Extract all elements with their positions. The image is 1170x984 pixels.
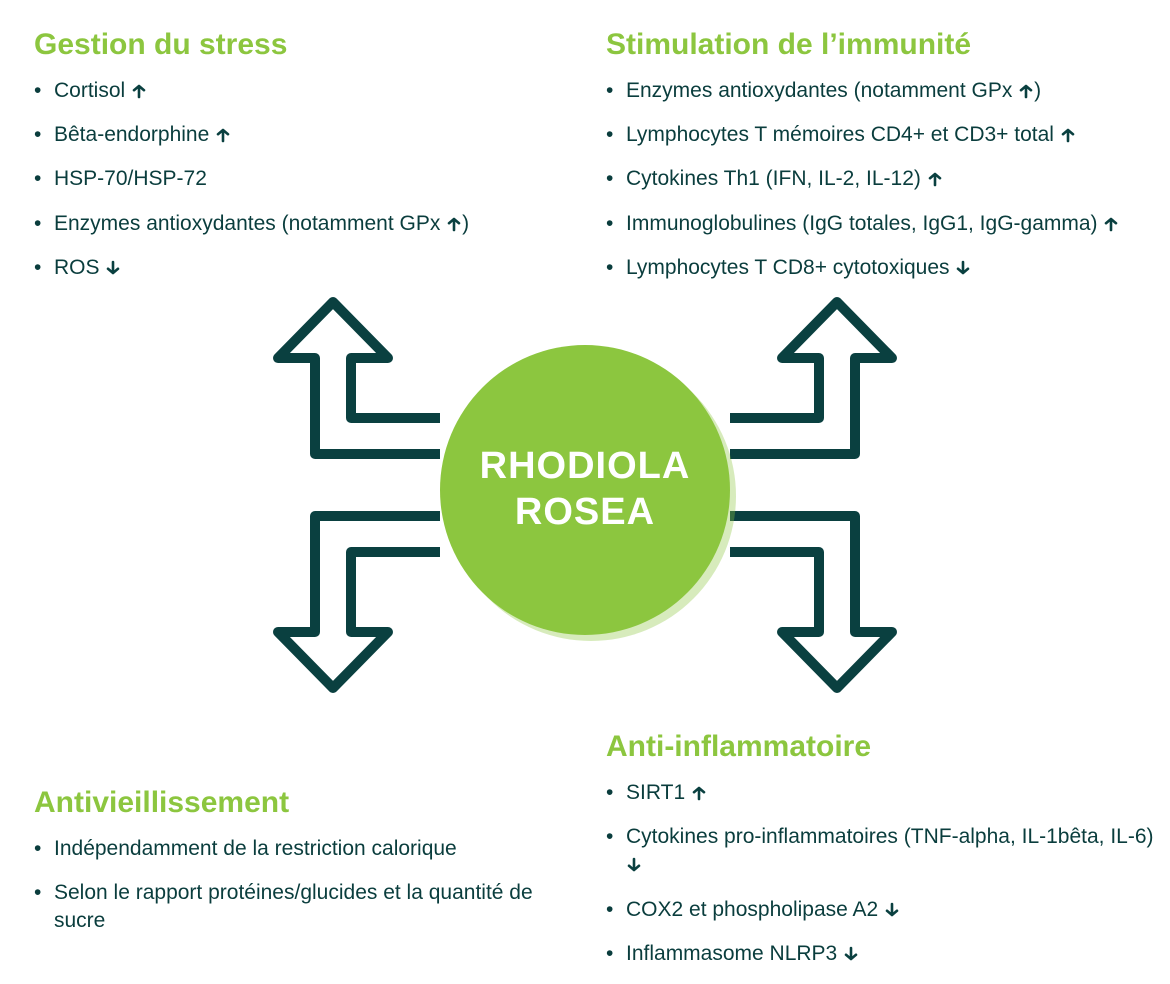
list-item: COX2 et phospholipase A2 [606, 896, 1166, 924]
arrow-top-right-icon [730, 295, 910, 465]
indicator-arrow-up-icon [215, 127, 231, 143]
list-item: Indépendamment de la restriction caloriq… [34, 835, 534, 863]
indicator-arrow-down-icon [884, 902, 900, 918]
heading-immunity: Stimulation de l’immunité [606, 28, 1166, 63]
list-antiaging: Indépendamment de la restriction caloriq… [34, 835, 534, 936]
quadrant-antiaging: Antivieillissement Indépendamment de la … [34, 786, 534, 952]
list-item: Selon le rapport protéines/glucides et l… [34, 879, 534, 936]
list-item: Cytokines Th1 (IFN, IL-2, IL-12) [606, 165, 1166, 193]
list-item: Inflammasome NLRP3 [606, 940, 1166, 968]
arrow-bottom-right-icon [730, 505, 910, 695]
indicator-arrow-down-icon [955, 260, 971, 276]
list-item: Cytokines pro-inflammatoires (TNF-alpha,… [606, 823, 1166, 880]
indicator-arrow-down-icon [105, 260, 121, 276]
quadrant-immunity: Stimulation de l’immunité Enzymes antiox… [606, 28, 1166, 298]
list-item: Immunoglobulines (IgG totales, IgG1, IgG… [606, 210, 1166, 238]
indicator-arrow-up-icon [691, 785, 707, 801]
list-item: Cortisol [34, 77, 564, 105]
list-item: Enzymes antioxydantes (notamment GPx ) [606, 77, 1166, 105]
list-antiinflammatory: SIRT1 Cytokines pro-inflammatoires (TNF-… [606, 779, 1166, 969]
heading-antiinflammatory: Anti-inflammatoire [606, 730, 1166, 765]
center-circle: RHODIOLA ROSEA [440, 345, 730, 635]
heading-antiaging: Antivieillissement [34, 786, 534, 821]
heading-stress: Gestion du stress [34, 28, 564, 63]
arrow-bottom-left-icon [260, 505, 440, 695]
list-item: Lymphocytes T CD8+ cytotoxiques [606, 254, 1166, 282]
arrow-top-left-icon [260, 295, 440, 465]
center-label-line1: RHODIOLA [480, 445, 691, 487]
list-item: SIRT1 [606, 779, 1166, 807]
list-item: Enzymes antioxydantes (notamment GPx ) [34, 210, 564, 238]
list-item: Lymphocytes T mémoires CD4+ et CD3+ tota… [606, 121, 1166, 149]
quadrant-antiinflammatory: Anti-inflammatoire SIRT1 Cytokines pro-i… [606, 730, 1166, 984]
quadrant-stress: Gestion du stress Cortisol Bêta-endorphi… [34, 28, 564, 298]
indicator-arrow-up-icon [446, 216, 462, 232]
indicator-arrow-down-icon [626, 857, 642, 873]
center-label-line2: ROSEA [515, 491, 655, 533]
indicator-arrow-up-icon [1018, 83, 1034, 99]
list-item: Bêta-endorphine [34, 121, 564, 149]
list-stress: Cortisol Bêta-endorphine HSP-70/HSP-72 En… [34, 77, 564, 283]
list-immunity: Enzymes antioxydantes (notamment GPx ) Ly… [606, 77, 1166, 283]
list-item: HSP-70/HSP-72 [34, 165, 564, 193]
list-item: ROS [34, 254, 564, 282]
infographic-canvas: Gestion du stress Cortisol Bêta-endorphi… [0, 0, 1170, 975]
indicator-arrow-up-icon [1060, 127, 1076, 143]
center-label: RHODIOLA ROSEA [480, 444, 691, 535]
indicator-arrow-up-icon [1103, 216, 1119, 232]
indicator-arrow-up-icon [131, 83, 147, 99]
indicator-arrow-down-icon [843, 946, 859, 962]
indicator-arrow-up-icon [927, 171, 943, 187]
